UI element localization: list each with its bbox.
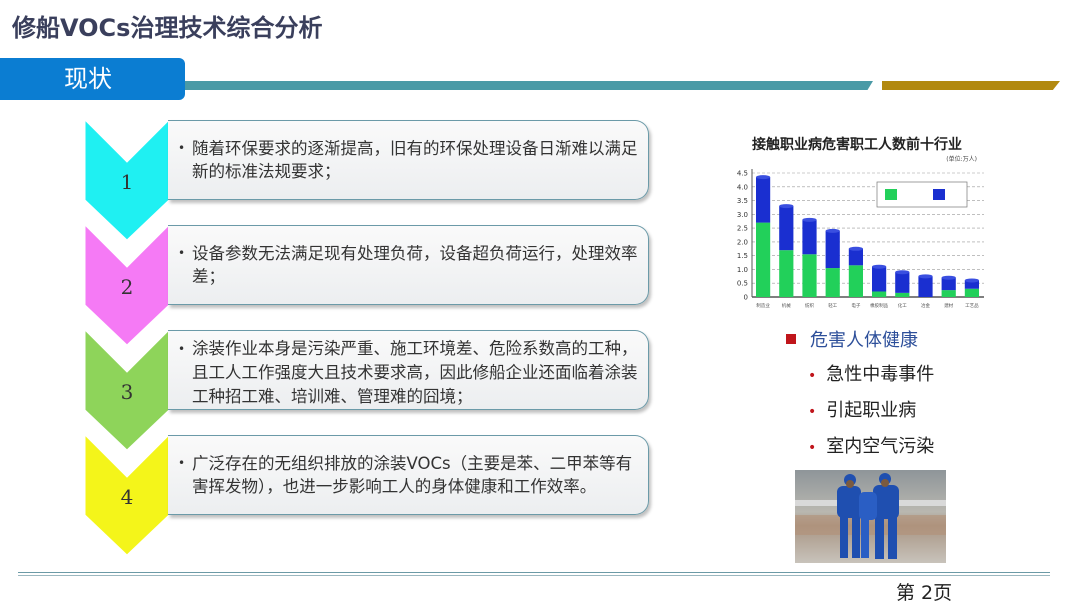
workers-photo — [795, 470, 946, 563]
bullet-icon: • — [178, 141, 186, 155]
bar-segment — [756, 222, 771, 297]
bar-segment — [779, 250, 794, 297]
bar-chart: 接触职业病危害职工人数前十行业 (单位:万人) 0 0.5 1.0 1.5 2.0 2.5 3.… — [722, 125, 992, 325]
bar-segment — [756, 177, 771, 223]
x-tick-label: 橡胶制品 — [870, 302, 888, 309]
bar-segment — [802, 219, 817, 255]
y-tick-label: 0 — [744, 294, 748, 302]
section-tab: 现状 — [0, 58, 185, 100]
slide-title: 修船VOCs治理技术综合分析 — [12, 14, 323, 42]
step-chevron-3: 3 — [85, 330, 169, 450]
bar-segment — [941, 290, 956, 297]
header-bar-teal — [185, 81, 873, 90]
x-tick-label: 工艺品 — [965, 303, 979, 309]
step-chevron-2: 2 — [85, 225, 169, 345]
bar-segment — [964, 288, 979, 297]
bar-cap — [941, 275, 956, 280]
bar-segment — [825, 230, 840, 269]
legend-swatch — [933, 189, 945, 200]
bar-cap — [918, 274, 933, 279]
bullet-icon: • — [178, 456, 186, 470]
step-number: 2 — [120, 275, 134, 299]
x-tick-label: 建材 — [944, 302, 953, 309]
list-item: • 室内空气污染 — [808, 436, 935, 457]
y-tick-label: 3.0 — [737, 211, 748, 219]
bar-segment — [895, 292, 910, 297]
health-heading: 危害人体健康 — [786, 326, 934, 360]
y-tick-label: 0.5 — [737, 280, 748, 288]
bullet-icon: • — [178, 342, 186, 356]
step-text-box-1: • 随着环保要求的逐渐提高，旧有的环保处理设备日渐难以满足新的标准法规要求； — [168, 120, 649, 200]
x-tick-label: 冶金 — [921, 302, 930, 309]
y-tick-label: 2.0 — [737, 238, 748, 246]
bar-segment — [825, 268, 840, 297]
step-chevron-4: 4 — [85, 435, 169, 555]
x-tick-label: 电子 — [851, 302, 860, 309]
y-tick-label: 1.0 — [737, 266, 748, 274]
step-text-box-3: • 涂装作业本身是污染严重、施工环境差、危险系数高的工种，且工人工作强度大且技术要… — [168, 330, 649, 410]
x-tick-label: 制造业 — [756, 302, 770, 309]
step-text-box-2: • 设备参数无法满足现有处理负荷，设备超负荷运行，处理效率差； — [168, 225, 649, 305]
bullet-icon: • — [808, 440, 817, 456]
bar-cap — [825, 228, 840, 233]
bar-segment — [941, 277, 956, 291]
legend-swatch — [885, 189, 897, 200]
y-tick-label: 4.0 — [737, 183, 748, 191]
bar-cap — [848, 246, 863, 251]
square-bullet-icon — [786, 334, 796, 344]
x-tick-label: 化工 — [898, 302, 907, 309]
step-text-box-4: • 广泛存在的无组织排放的涂装VOCs（主要是苯、二甲苯等有害挥发物），也进一步影… — [168, 435, 649, 515]
bullet-icon: • — [178, 246, 186, 260]
header-bar-gold — [882, 81, 1060, 90]
bar-segment — [918, 276, 933, 297]
bar-segment — [802, 254, 817, 297]
footer-divider — [18, 572, 1050, 576]
bar-cap — [895, 270, 910, 275]
step-chevron-1: 1 — [85, 120, 169, 240]
bar-cap — [872, 264, 887, 269]
bar-segment — [964, 280, 979, 289]
list-item: • 急性中毒事件 — [808, 364, 935, 385]
bar-segment — [779, 206, 794, 251]
bullet-icon: • — [808, 368, 817, 384]
x-tick-label: 机械 — [782, 302, 791, 309]
bar-cap — [779, 204, 794, 209]
y-tick-label: 2.5 — [737, 225, 748, 233]
bar-segment — [872, 291, 887, 297]
chart-unit: (单位:万人) — [946, 155, 977, 163]
step-number: 3 — [120, 380, 134, 404]
bar-cap — [756, 175, 771, 180]
x-tick-label: 纺织 — [805, 302, 814, 309]
y-tick-label: 1.5 — [737, 252, 748, 260]
x-tick-label: 轻工 — [828, 302, 837, 309]
page-number: 第 2页 — [896, 582, 953, 604]
y-tick-label: 4.5 — [737, 170, 748, 178]
y-tick-label: 3.5 — [737, 197, 748, 205]
list-item: • 引起职业病 — [808, 400, 917, 421]
step-number: 4 — [120, 485, 134, 509]
bar-segment — [872, 266, 887, 292]
health-list: 危害人体健康 • 急性中毒事件 • 引起职业病 • 室内空气污染 — [786, 326, 934, 468]
bar-cap — [802, 217, 817, 222]
bullet-icon: • — [808, 404, 817, 420]
step-number: 1 — [120, 170, 134, 194]
bar-segment — [848, 265, 863, 297]
bar-segment — [895, 272, 910, 293]
bar-cap — [964, 278, 979, 283]
chart-title: 接触职业病危害职工人数前十行业 — [752, 136, 962, 153]
bar-segment — [848, 248, 863, 266]
